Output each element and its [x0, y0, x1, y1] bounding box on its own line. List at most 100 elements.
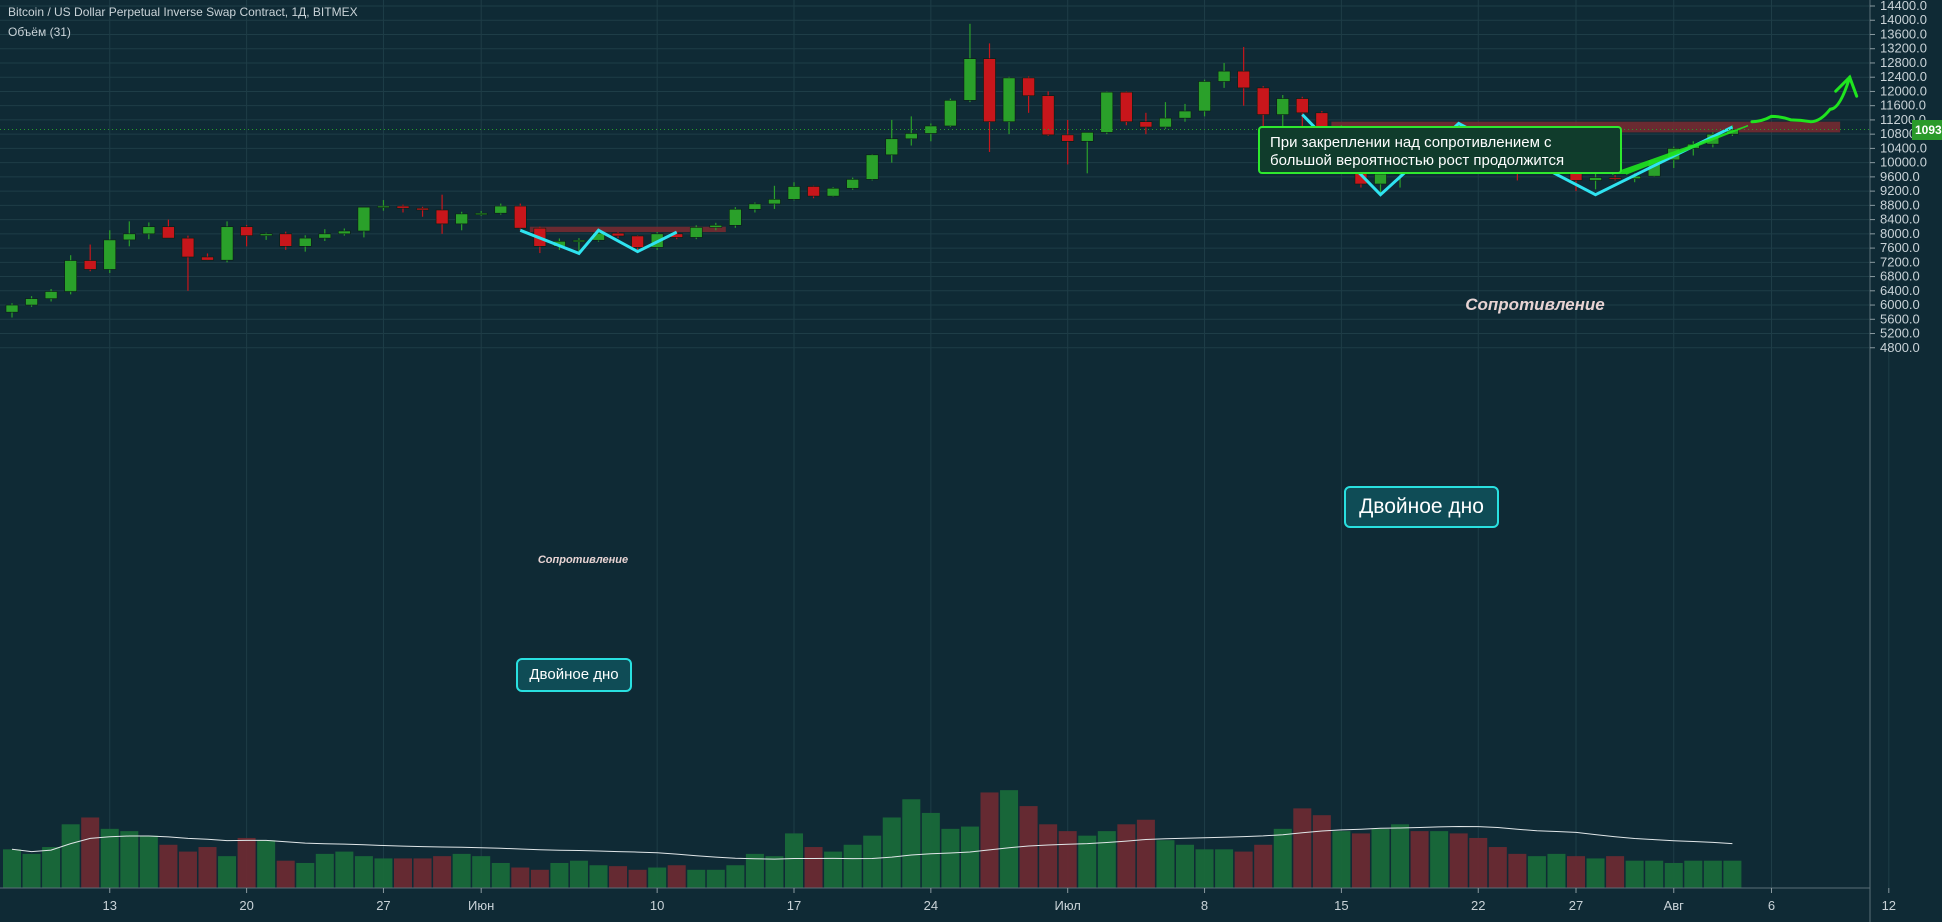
- candle: [64, 255, 77, 295]
- candle: [474, 211, 488, 216]
- candle-body: [416, 207, 429, 211]
- candle-body: [1256, 87, 1270, 115]
- candle: [1139, 112, 1153, 135]
- candle: [1002, 76, 1016, 135]
- volume-bar: [1215, 849, 1234, 888]
- candle-body: [689, 227, 703, 238]
- volume-bar: [100, 828, 119, 888]
- volume-bar: [178, 851, 197, 888]
- callout-connector: [1611, 124, 1749, 175]
- candle-body: [1198, 81, 1211, 112]
- volume-bar: [1156, 840, 1175, 888]
- candle: [123, 221, 136, 247]
- volume-bar: [374, 858, 393, 888]
- volume-indicator-label[interactable]: Объём (31): [8, 25, 71, 39]
- time-axis[interactable]: 13 20 27 Июн 10 17 24 Июл 8 15 22 27 Авг 6 12: [0, 887, 1896, 913]
- candle-body: [259, 233, 273, 236]
- volume-bar: [511, 867, 530, 888]
- price-tick-label: 9200.0: [1880, 183, 1920, 198]
- volume-bar: [1019, 806, 1038, 888]
- volume-bar: [218, 856, 237, 888]
- time-tick-label: Июн: [468, 898, 494, 913]
- candle-body: [807, 186, 820, 197]
- candle: [338, 228, 351, 236]
- candle-body: [44, 291, 58, 299]
- volume-bar: [42, 847, 61, 888]
- candle-body: [396, 205, 410, 209]
- candle-body: [1002, 77, 1016, 123]
- volume-bar: [1293, 808, 1312, 888]
- candle: [709, 222, 723, 231]
- candle: [279, 231, 293, 250]
- volume-bar: [276, 860, 295, 888]
- candle-body: [924, 125, 938, 134]
- price-tick-label: 12800.0: [1880, 55, 1927, 70]
- candle: [865, 154, 879, 181]
- volume-bar: [1000, 790, 1019, 888]
- volume-bar: [745, 853, 764, 888]
- volume-bar: [1586, 858, 1605, 888]
- candle: [787, 182, 801, 201]
- candle-body: [631, 235, 644, 248]
- candle: [1120, 91, 1133, 126]
- volume-bar: [81, 817, 100, 888]
- callout-note: При закреплении над сопротивлением с бол…: [1258, 126, 1622, 174]
- time-tick-label: 20: [239, 898, 253, 913]
- volume-bar: [1136, 819, 1155, 888]
- volume-bar: [1039, 824, 1058, 888]
- candle: [1022, 76, 1035, 113]
- volume-bar: [530, 869, 549, 888]
- volume-bar: [628, 869, 647, 888]
- time-tick-label: 27: [1569, 898, 1583, 913]
- volume-bar: [1567, 856, 1585, 888]
- time-tick-label: 27: [376, 898, 390, 913]
- candle-body: [474, 212, 488, 215]
- volume-bar: [569, 860, 588, 888]
- candle: [25, 296, 38, 307]
- volume-bar: [257, 840, 276, 888]
- price-tick-label: 5600.0: [1880, 311, 1920, 326]
- candle-body: [1217, 70, 1231, 82]
- volume-bar: [1312, 815, 1331, 888]
- volume-bar: [706, 869, 725, 888]
- candle: [826, 187, 840, 197]
- candle: [689, 225, 703, 240]
- candle-body: [455, 213, 468, 225]
- candle-body: [904, 133, 918, 140]
- candle: [298, 235, 312, 252]
- candle-body: [944, 100, 957, 127]
- volume-bar: [1371, 828, 1390, 888]
- volume-bar: [589, 865, 608, 888]
- price-tick-label: 6400.0: [1880, 283, 1920, 298]
- candle: [181, 235, 195, 291]
- volume-bar: [61, 824, 80, 888]
- candle: [103, 230, 117, 273]
- price-tick-label: 8000.0: [1880, 226, 1920, 241]
- candle: [963, 23, 977, 103]
- candle: [631, 235, 644, 251]
- volume-bar: [1430, 831, 1449, 888]
- candle: [768, 185, 781, 209]
- candle-body: [768, 199, 781, 205]
- volume-bar: [296, 862, 315, 888]
- candle-body: [123, 233, 136, 241]
- candle-body: [1178, 110, 1192, 119]
- candle-body: [1139, 121, 1153, 128]
- candle-body: [64, 260, 77, 292]
- volume-bar: [1527, 856, 1546, 888]
- chart-title: Bitcoin / US Dollar Perpetual Inverse Sw…: [8, 5, 358, 19]
- candle: [904, 116, 918, 146]
- candle-body: [338, 230, 351, 235]
- volume-bars: [3, 790, 1742, 888]
- candle: [455, 211, 468, 231]
- volume-bar: [452, 853, 471, 888]
- volume-bar: [1645, 860, 1664, 888]
- volume-bar: [3, 849, 21, 888]
- candle-body: [709, 224, 723, 228]
- candle-body: [748, 203, 762, 210]
- candle: [494, 203, 508, 215]
- candle: [1589, 173, 1602, 190]
- volume-bar: [921, 812, 940, 888]
- candle: [318, 229, 332, 241]
